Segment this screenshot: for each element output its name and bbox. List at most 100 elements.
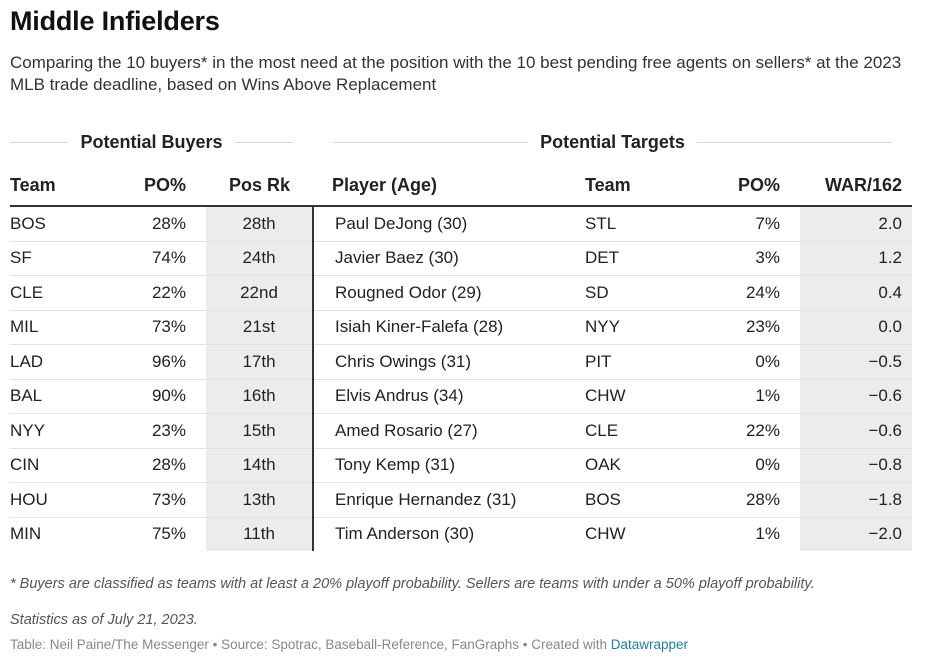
header-row: Team PO% Pos Rk Player (Age) Team PO% WA…	[10, 166, 912, 207]
cell-po: 23%	[120, 413, 206, 449]
as-of-note: Statistics as of July 21, 2023.	[10, 612, 198, 628]
cell-po2: 24%	[695, 275, 800, 311]
table-row: LAD 96% 17th Chris Owings (31) PIT 0% −0.5	[10, 344, 912, 380]
cell-team: CLE	[10, 275, 120, 311]
cell-war: −0.6	[800, 413, 912, 449]
cell-player: Enrique Hernandez (31)	[313, 482, 585, 518]
cell-team2: STL	[585, 206, 695, 242]
cell-war: −0.8	[800, 448, 912, 483]
cell-pos-rk: 21st	[206, 310, 314, 345]
cell-po2: 1%	[695, 379, 800, 414]
cell-team: CIN	[10, 448, 120, 483]
cell-po: 90%	[120, 379, 206, 414]
cell-po2: 3%	[695, 241, 800, 276]
group-label-targets: Potential Targets	[540, 131, 685, 152]
cell-po2: 23%	[695, 310, 800, 345]
table-row: HOU 73% 13th Enrique Hernandez (31) BOS 28% −1…	[10, 482, 912, 518]
cell-po2: 1%	[755, 524, 780, 544]
table-row: CLE 22% 22nd Rougned Odor (29) SD 24% 0.4	[10, 275, 912, 311]
page-subtitle: Comparing the 10 buyers* in the most nee…	[10, 53, 902, 94]
cell-war: −1.8	[800, 482, 912, 518]
cell-team: NYY	[10, 413, 120, 449]
cell-team: SF	[10, 241, 120, 276]
cell-po: 75%	[151, 524, 186, 544]
cell-po: 96%	[120, 344, 206, 380]
cell-player: Chris Owings (31)	[313, 344, 585, 380]
cell-po2: 0%	[695, 448, 800, 483]
cell-po2: 0%	[695, 344, 800, 380]
cell-pos-rk: 22nd	[206, 275, 314, 311]
cell-war: 2.0	[800, 206, 912, 242]
group-rule	[234, 141, 294, 143]
cell-team2: OAK	[585, 448, 695, 483]
cell-po: 73%	[120, 310, 206, 345]
cell-war: 0.0	[800, 310, 912, 345]
cell-po: 28%	[120, 448, 206, 483]
cell-pos-rk: 28th	[206, 206, 314, 242]
cell-player: Elvis Andrus (34)	[313, 379, 585, 414]
table-row: MIL 73% 21st Isiah Kiner-Falefa (28) NYY 23% 0…	[10, 310, 912, 345]
table-row: BAL 90% 16th Elvis Andrus (34) CHW 1% −0.6	[10, 379, 912, 414]
col-header-war[interactable]: WAR/162	[800, 166, 912, 207]
cell-po2: 22%	[695, 413, 800, 449]
cell-team: LAD	[10, 344, 120, 380]
credit-text: Table: Neil Paine/The Messenger • Source…	[10, 637, 611, 652]
cell-team: MIN	[10, 524, 42, 544]
data-table: Team PO% Pos Rk Player (Age) Team PO% WA…	[10, 166, 912, 551]
cell-team2: SD	[585, 275, 695, 311]
cell-team: MIL	[10, 310, 120, 345]
cell-team2: BOS	[585, 482, 695, 518]
cell-team2: CHW	[585, 379, 695, 414]
cell-war: −2.0	[800, 517, 912, 551]
page-title: Middle Infielders	[10, 6, 220, 36]
cell-pos-rk: 24th	[206, 241, 314, 276]
cell-po: 28%	[120, 206, 206, 242]
cell-po: 73%	[120, 482, 206, 518]
col-header-player[interactable]: Player (Age)	[313, 166, 585, 207]
cell-team2: DET	[585, 241, 695, 276]
cell-po2: 28%	[695, 482, 800, 518]
credit-line: Table: Neil Paine/The Messenger • Source…	[10, 637, 688, 652]
cell-player: Javier Baez (30)	[313, 241, 585, 276]
cell-player: Paul DeJong (30)	[313, 206, 585, 242]
col-header-pos-rk[interactable]: Pos Rk	[206, 166, 313, 207]
cell-pos-rk: 11th	[206, 517, 314, 551]
col-header-po[interactable]: PO%	[120, 166, 206, 207]
table-row: MIN 75% 11th Tim Anderson (30) CHW 1% −2.0	[10, 517, 912, 551]
cell-war: 0.4	[800, 275, 912, 311]
cell-po: 22%	[120, 275, 206, 311]
cell-player: Amed Rosario (27)	[313, 413, 585, 449]
footnote: * Buyers are classified as teams with at…	[10, 576, 815, 592]
cell-pos-rk: 15th	[206, 413, 314, 449]
cell-pos-rk: 17th	[206, 344, 314, 380]
cell-pos-rk: 16th	[206, 379, 314, 414]
table-row: SF 74% 24th Javier Baez (30) DET 3% 1.2	[10, 241, 912, 276]
cell-pos-rk: 13th	[206, 482, 314, 518]
cell-team: BOS	[10, 206, 120, 242]
cell-po2: 7%	[695, 206, 800, 242]
cell-war: 1.2	[800, 241, 912, 276]
cell-pos-rk: 14th	[206, 448, 314, 483]
group-label-buyers: Potential Buyers	[80, 131, 223, 152]
cell-team2: CLE	[585, 413, 695, 449]
group-rule	[10, 141, 69, 143]
col-header-team[interactable]: Team	[10, 166, 120, 207]
datawrapper-link[interactable]: Datawrapper	[610, 637, 689, 652]
group-header-targets: Potential Targets	[333, 130, 893, 154]
table-row: CIN 28% 14th Tony Kemp (31) OAK 0% −0.8	[10, 448, 912, 483]
col-header-team2[interactable]: Team	[585, 166, 695, 207]
cell-team2: NYY	[585, 310, 695, 345]
cell-player: Tony Kemp (31)	[313, 448, 585, 483]
group-rule	[696, 141, 893, 143]
cell-po: 74%	[120, 241, 206, 276]
table-row: NYY 23% 15th Amed Rosario (27) CLE 22% −0.6	[10, 413, 912, 449]
table-body: BOS 28% 28th Paul DeJong (30) STL 7% 2.0 SF 74% 2…	[10, 206, 912, 551]
col-header-po2[interactable]: PO%	[695, 166, 800, 207]
cell-war: −0.6	[800, 379, 912, 414]
group-rule	[333, 141, 529, 143]
group-header-buyers: Potential Buyers	[10, 130, 294, 154]
cell-team2: PIT	[585, 344, 695, 380]
cell-player: Isiah Kiner-Falefa (28)	[313, 310, 585, 345]
cell-team2: CHW	[585, 524, 626, 544]
